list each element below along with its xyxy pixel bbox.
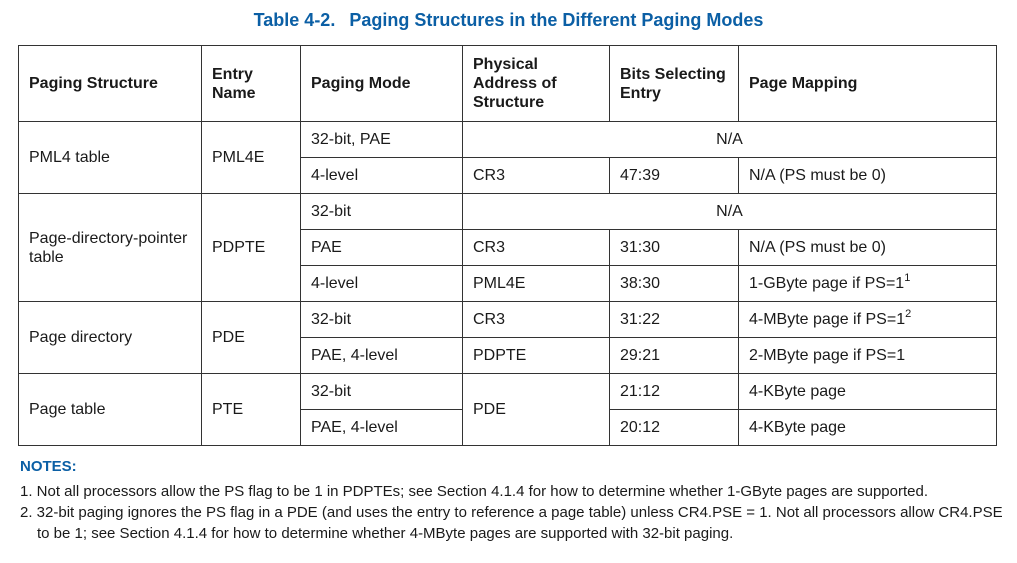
cell-na: N/A — [462, 193, 997, 230]
cell-mapping: 2-MByte page if PS=1 — [738, 337, 997, 374]
cell-mapping: 4-KByte page — [738, 373, 997, 410]
cell-mapping: N/A (PS must be 0) — [738, 157, 997, 194]
cell-address: CR3 — [462, 301, 610, 338]
cell-mapping: 4-MByte page if PS=12 — [738, 301, 997, 338]
table-title: Paging Structures in the Different Pagin… — [349, 10, 764, 30]
table-row: PAE, 4-level 20:12 4-KByte page — [19, 409, 997, 446]
cell-mode: 32-bit — [300, 373, 463, 410]
cell-bits: 29:21 — [609, 337, 739, 374]
cell-entry: PML4E — [201, 121, 301, 194]
header-physical-address: Physical Address of Structure — [462, 45, 610, 122]
cell-mode: 32-bit, PAE — [300, 121, 463, 158]
cell-mode: PAE — [300, 229, 463, 266]
footnote-ref: 2 — [905, 307, 912, 320]
cell-address: PML4E — [462, 265, 610, 302]
table-row: PML4 table PML4E 32-bit, PAE N/A — [18, 121, 997, 194]
cell-structure: Page directory — [18, 301, 202, 374]
notes-heading: NOTES: — [20, 458, 77, 475]
cell-structure: PML4 table — [18, 121, 202, 194]
note-item: 2. 32-bit paging ignores the PS flag in … — [20, 504, 1003, 542]
cell-mode: PAE, 4-level — [300, 337, 463, 374]
cell-mode: PAE, 4-level — [300, 409, 463, 446]
table-row: PAE CR3 31:30 N/A (PS must be 0) — [19, 229, 997, 266]
cell-bits: 31:30 — [609, 229, 739, 266]
cell-address: CR3 — [462, 229, 610, 266]
table-caption: Table 4-2. Paging Structures in the Diffe… — [0, 10, 1017, 31]
table-number: Table 4-2. — [253, 10, 336, 30]
table-row: 4-level PML4E 38:30 1-GByte page if PS=1… — [19, 265, 997, 302]
cell-structure: Page table — [18, 373, 202, 446]
note-item: 1. Not all processors allow the PS flag … — [20, 483, 928, 500]
header-bits-selecting: Bits Selecting Entry — [609, 45, 739, 122]
mapping-text: 1-GByte page if PS=1 — [749, 275, 905, 292]
cell-bits: 21:12 — [609, 373, 739, 410]
cell-address: PDPTE — [462, 337, 610, 374]
cell-entry: PDPTE — [201, 193, 301, 302]
cell-mapping: 4-KByte page — [738, 409, 997, 446]
table-row: PAE, 4-level PDPTE 29:21 2-MByte page if… — [19, 337, 997, 374]
cell-bits: 31:22 — [609, 301, 739, 338]
cell-mode: 32-bit — [300, 193, 463, 230]
header-row: Paging Structure Entry Name Paging Mode … — [18, 45, 997, 122]
paging-structures-table: Paging Structure Entry Name Paging Mode … — [18, 45, 997, 446]
cell-bits: 20:12 — [609, 409, 739, 446]
footnote-ref: 1 — [904, 271, 911, 284]
cell-structure: Page-directory-pointer table — [18, 193, 202, 302]
cell-address: CR3 — [462, 157, 610, 194]
table-row: 4-level CR3 47:39 N/A (PS must be 0) — [19, 157, 997, 194]
cell-bits: 38:30 — [609, 265, 739, 302]
cell-mode: 4-level — [300, 265, 463, 302]
header-entry-name: Entry Name — [201, 45, 301, 122]
mapping-text: 4-MByte page if PS=1 — [749, 311, 906, 328]
table-row: Page table PTE 32-bit PDE 21:12 4-KByte … — [18, 373, 997, 446]
cell-mapping: 1-GByte page if PS=11 — [738, 265, 997, 302]
cell-mode: 4-level — [300, 157, 463, 194]
cell-entry: PDE — [201, 301, 301, 374]
cell-address: PDE — [462, 373, 610, 446]
table-row: Page directory PDE 32-bit CR3 31:22 4-MB… — [18, 301, 997, 374]
cell-entry: PTE — [201, 373, 301, 446]
header-paging-structure: Paging Structure — [18, 45, 202, 122]
header-page-mapping: Page Mapping — [738, 45, 997, 122]
header-paging-mode: Paging Mode — [300, 45, 463, 122]
cell-mapping: N/A (PS must be 0) — [738, 229, 997, 266]
notes-list: 1. Not all processors allow the PS flag … — [20, 481, 1010, 544]
cell-na: N/A — [462, 121, 997, 158]
table-row: Page-directory-pointer table PDPTE 32-bi… — [18, 193, 997, 302]
cell-mode: 32-bit — [300, 301, 463, 338]
cell-bits: 47:39 — [609, 157, 739, 194]
